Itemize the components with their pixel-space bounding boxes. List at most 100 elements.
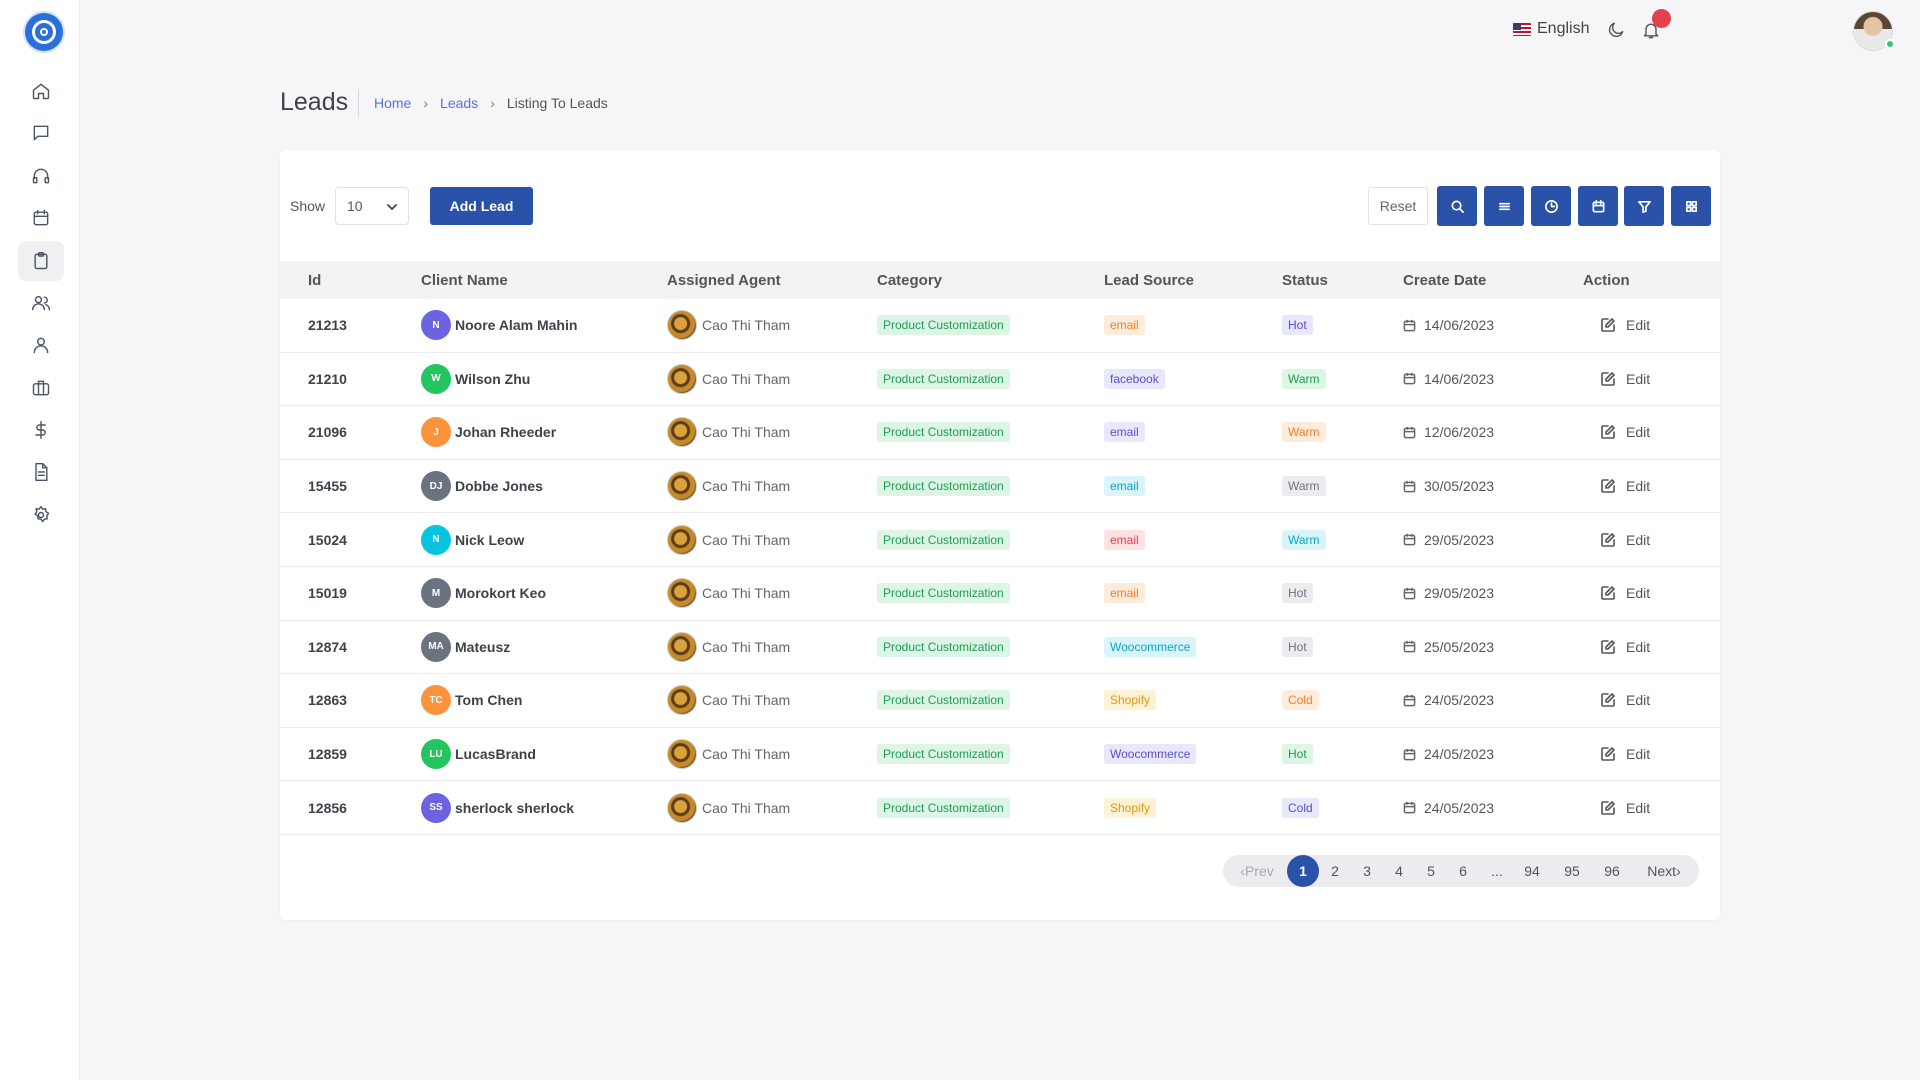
search-button[interactable] <box>1437 186 1477 226</box>
status-badge: Cold <box>1282 690 1319 711</box>
column-header-client-name[interactable]: Client Name <box>421 272 508 289</box>
sidebar-chat-icon[interactable] <box>18 113 64 153</box>
edit-button[interactable]: Edit <box>1600 639 1650 655</box>
category-cell: Product Customization <box>877 728 1010 781</box>
table-row[interactable]: 12856 SS sherlock sherlock Cao Thi Tham … <box>280 781 1720 835</box>
table-row[interactable]: 12874 MA Mateusz Cao Thi Tham Product Cu… <box>280 621 1720 675</box>
table-row[interactable]: 12859 LU LucasBrand Cao Thi Tham Product… <box>280 728 1720 782</box>
history-button[interactable] <box>1531 186 1571 226</box>
calendar-icon <box>33 209 49 226</box>
client-name[interactable]: Mateusz <box>455 638 511 655</box>
column-header-assigned-agent[interactable]: Assigned Agent <box>667 272 781 289</box>
logo[interactable] <box>25 13 63 51</box>
page-4[interactable]: 4 <box>1395 863 1403 879</box>
client-name[interactable]: Tom Chen <box>455 692 523 709</box>
language-selector[interactable]: English <box>1513 20 1589 38</box>
sidebar-calendar-icon[interactable] <box>18 198 64 238</box>
add-lead-button[interactable]: Add Lead <box>430 187 533 225</box>
page-1[interactable]: 1 <box>1287 855 1319 887</box>
page-95[interactable]: 95 <box>1564 863 1580 879</box>
user-avatar[interactable] <box>1853 11 1895 51</box>
client-name[interactable]: Dobbe Jones <box>455 478 543 495</box>
sidebar-home-icon[interactable] <box>18 71 64 111</box>
agent-name: Cao Thi Tham <box>702 692 791 709</box>
client-name[interactable]: Johan Rheeder <box>455 424 557 441</box>
column-header-create-date[interactable]: Create Date <box>1403 272 1487 289</box>
dark-mode-toggle[interactable] <box>1606 20 1628 42</box>
edit-button[interactable]: Edit <box>1600 371 1650 387</box>
source-badge: Woocommerce <box>1104 744 1197 765</box>
edit-button[interactable]: Edit <box>1600 317 1650 333</box>
lead-id: 12863 <box>308 692 347 709</box>
edit-button[interactable]: Edit <box>1600 585 1650 601</box>
page-3[interactable]: 3 <box>1363 863 1371 879</box>
prev-button[interactable]: ‹ Prev <box>1235 855 1279 887</box>
column-header-id[interactable]: Id <box>308 272 322 289</box>
sidebar-briefcase-icon[interactable] <box>18 368 64 408</box>
client-avatar: N <box>421 524 451 555</box>
edit-button[interactable]: Edit <box>1600 692 1650 708</box>
source-badge: email <box>1104 315 1145 336</box>
category-cell: Product Customization <box>877 674 1010 727</box>
create-date: 29/05/2023 <box>1424 585 1495 602</box>
edit-button[interactable]: Edit <box>1600 800 1650 816</box>
status-cell: Hot <box>1282 728 1313 781</box>
table-row[interactable]: 21213 N Noore Alam Mahin Cao Thi Tham Pr… <box>280 299 1720 353</box>
column-header-status[interactable]: Status <box>1282 272 1328 289</box>
table-row[interactable]: 15019 M Morokort Keo Cao Thi Tham Produc… <box>280 567 1720 621</box>
page-96[interactable]: 96 <box>1604 863 1620 879</box>
sidebar-clipboard-icon[interactable] <box>18 241 64 281</box>
column-header-action[interactable]: Action <box>1583 272 1630 289</box>
date-cell: 12/06/2023 <box>1403 406 1494 459</box>
settings-icon <box>34 505 50 523</box>
client-name[interactable]: LucasBrand <box>455 746 536 763</box>
sidebar-user-icon[interactable] <box>18 325 64 365</box>
filter-button[interactable] <box>1624 186 1664 226</box>
page-5[interactable]: 5 <box>1427 863 1435 879</box>
reset-button[interactable]: Reset <box>1368 187 1428 225</box>
breadcrumb-leads[interactable]: Leads <box>440 95 479 111</box>
agent-avatar <box>667 739 697 770</box>
next-button[interactable]: Next › <box>1637 855 1691 887</box>
sidebar-users-icon[interactable] <box>18 283 64 323</box>
agent-cell: Cao Thi Tham <box>667 513 790 566</box>
column-header-lead-source[interactable]: Lead Source <box>1104 272 1195 289</box>
table-row[interactable]: 15455 DJ Dobbe Jones Cao Thi Tham Produc… <box>280 460 1720 514</box>
category-cell: Product Customization <box>877 353 1010 406</box>
edit-button[interactable]: Edit <box>1600 424 1650 440</box>
page-94[interactable]: 94 <box>1524 863 1540 879</box>
lead-id: 21096 <box>308 424 347 441</box>
sidebar-document-icon[interactable] <box>18 452 64 492</box>
sidebar-headset-icon[interactable] <box>18 156 64 196</box>
client-name[interactable]: sherlock sherlock <box>455 799 575 816</box>
grid-view-button[interactable] <box>1671 186 1711 226</box>
date-cell: 29/05/2023 <box>1403 567 1494 620</box>
page-6[interactable]: 6 <box>1459 863 1467 879</box>
lead-id: 15455 <box>308 478 347 495</box>
calendar-button[interactable] <box>1578 186 1618 226</box>
page-2[interactable]: 2 <box>1331 863 1339 879</box>
client-name[interactable]: Noore Alam Mahin <box>455 317 578 334</box>
column-header-category[interactable]: Category <box>877 272 943 289</box>
sidebar-dollar-icon[interactable] <box>18 410 64 450</box>
lead-id: 15024 <box>308 531 347 548</box>
source-badge: facebook <box>1104 368 1165 389</box>
client-cell: W Wilson Zhu <box>421 353 530 406</box>
table-row[interactable]: 21096 J Johan Rheeder Cao Thi Tham Produ… <box>280 406 1720 460</box>
edit-button[interactable]: Edit <box>1600 532 1650 548</box>
breadcrumb-home[interactable]: Home <box>374 95 412 111</box>
page-size-select[interactable]: 10 <box>335 187 409 225</box>
create-date: 25/05/2023 <box>1424 638 1495 655</box>
client-name[interactable]: Nick Leow <box>455 531 525 548</box>
sidebar-settings-icon[interactable] <box>18 495 64 535</box>
client-name[interactable]: Morokort Keo <box>455 585 546 602</box>
table-row[interactable]: 21210 W Wilson Zhu Cao Thi Tham Product … <box>280 353 1720 407</box>
table-row[interactable]: 15024 N Nick Leow Cao Thi Tham Product C… <box>280 513 1720 567</box>
calendar-icon <box>1403 587 1416 600</box>
list-view-button[interactable] <box>1484 186 1524 226</box>
edit-button[interactable]: Edit <box>1600 478 1650 494</box>
client-name[interactable]: Wilson Zhu <box>455 370 531 387</box>
status-badge: Warm <box>1282 422 1326 443</box>
edit-button[interactable]: Edit <box>1600 746 1650 762</box>
table-row[interactable]: 12863 TC Tom Chen Cao Thi Tham Product C… <box>280 674 1720 728</box>
